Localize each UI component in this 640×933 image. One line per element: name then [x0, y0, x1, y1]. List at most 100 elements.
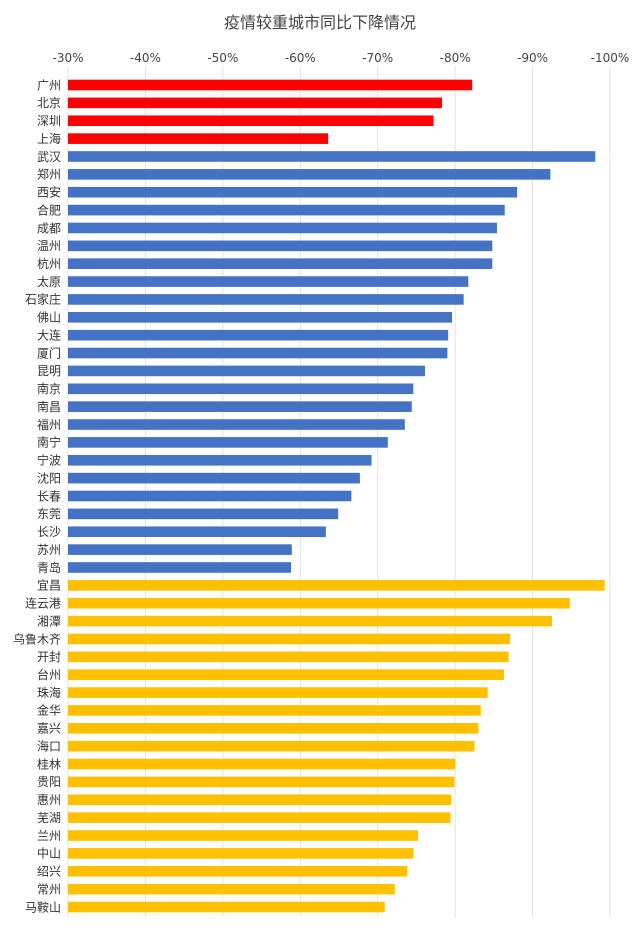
- category-label: 温州: [37, 239, 61, 253]
- bar: [68, 222, 497, 234]
- category-label: 郑州: [37, 167, 61, 182]
- category-label: 台州: [37, 667, 61, 682]
- x-tick-label: -70%: [362, 51, 393, 65]
- category-label: 兰州: [37, 829, 61, 843]
- bar: [68, 347, 448, 359]
- category-label: 常州: [37, 882, 61, 896]
- x-tick-label: -80%: [440, 51, 471, 65]
- category-label: 桂林: [37, 756, 61, 771]
- bar: [68, 454, 372, 466]
- x-axis-ticks: -30% -40% -50% -60% -70% -80% -90% -100%: [52, 51, 629, 65]
- category-label: 东莞: [37, 507, 61, 521]
- bar: [68, 723, 479, 734]
- bar: [68, 151, 596, 162]
- category-label: 惠州: [37, 793, 61, 807]
- bar: [68, 258, 493, 269]
- category-label: 金华: [37, 703, 61, 718]
- category-label: 乌鲁木齐: [13, 631, 61, 646]
- bar: [68, 329, 449, 341]
- bar: [68, 669, 504, 680]
- category-label: 昆明: [37, 364, 61, 378]
- category-label: 杭州: [37, 256, 61, 271]
- category-label: 长春: [37, 489, 61, 503]
- bar: [68, 740, 475, 752]
- bar: [68, 276, 469, 287]
- bar: [68, 133, 329, 144]
- x-tick-label: -40%: [130, 51, 161, 65]
- bar: [68, 526, 326, 538]
- category-label: 宜昌: [37, 578, 61, 593]
- bar: [68, 615, 552, 627]
- category-label: 芜湖: [37, 810, 61, 825]
- bar: [68, 651, 509, 663]
- bar: [68, 437, 388, 448]
- bar: [68, 865, 408, 877]
- category-label: 苏州: [37, 543, 61, 557]
- bar: [68, 312, 453, 323]
- bar: [68, 204, 505, 216]
- bar: [68, 419, 405, 430]
- bar: [68, 508, 339, 520]
- bar: [68, 401, 412, 412]
- category-label: 大连: [37, 327, 61, 342]
- bar: [68, 883, 395, 895]
- category-label: 海口: [37, 738, 61, 753]
- bars: [68, 79, 605, 913]
- bar: [68, 79, 473, 91]
- bar: [68, 705, 481, 716]
- bar: [68, 383, 414, 395]
- bar: [68, 562, 291, 573]
- category-label: 湘潭: [37, 613, 61, 628]
- category-label: 绍兴: [37, 865, 61, 879]
- category-label: 广州: [37, 78, 61, 92]
- category-label: 厦门: [37, 345, 61, 360]
- bar: [68, 687, 488, 698]
- category-label: 连云港: [25, 596, 61, 611]
- bar: [68, 115, 434, 127]
- category-label: 沈阳: [37, 470, 61, 485]
- bar: [68, 794, 452, 806]
- bar: [68, 490, 352, 502]
- x-tick-label: -30%: [52, 51, 83, 65]
- category-label: 上海: [37, 131, 61, 146]
- x-tick-label: -60%: [285, 51, 316, 65]
- bar: [68, 830, 418, 841]
- bar: [68, 597, 570, 609]
- bar: [68, 776, 455, 788]
- bar: [68, 848, 414, 859]
- category-label: 太原: [37, 274, 61, 289]
- category-label: 福州: [37, 417, 61, 432]
- category-label: 宁波: [37, 453, 61, 468]
- category-label: 南京: [37, 381, 61, 396]
- category-label: 南宁: [37, 435, 61, 450]
- bar: [68, 901, 385, 913]
- bar: [68, 472, 360, 484]
- bar: [68, 633, 511, 645]
- bar: [68, 294, 464, 305]
- x-tick-label: -50%: [207, 51, 238, 65]
- category-label: 开封: [37, 650, 61, 664]
- bar: [68, 169, 551, 180]
- category-label: 贵阳: [37, 775, 61, 789]
- category-label: 中山: [37, 846, 61, 861]
- category-label: 合肥: [37, 202, 61, 217]
- bar: [68, 812, 451, 823]
- category-label: 珠海: [37, 685, 61, 700]
- category-label: 西安: [37, 185, 61, 200]
- category-label: 深圳: [37, 114, 61, 128]
- bar: [68, 97, 442, 109]
- chart-title: 疫情较重城市同比下降情况: [224, 13, 416, 32]
- category-label: 南昌: [37, 399, 61, 414]
- category-label: 长沙: [37, 525, 61, 539]
- bar: [68, 365, 425, 377]
- category-label: 石家庄: [25, 292, 61, 307]
- bar: [68, 544, 292, 555]
- category-label: 佛山: [37, 311, 61, 325]
- x-tick-label: -100%: [591, 51, 630, 65]
- category-label: 武汉: [37, 150, 61, 164]
- bar: [68, 758, 456, 770]
- bar: [68, 186, 518, 198]
- category-label: 马鞍山: [25, 899, 61, 914]
- category-label: 成都: [37, 221, 61, 235]
